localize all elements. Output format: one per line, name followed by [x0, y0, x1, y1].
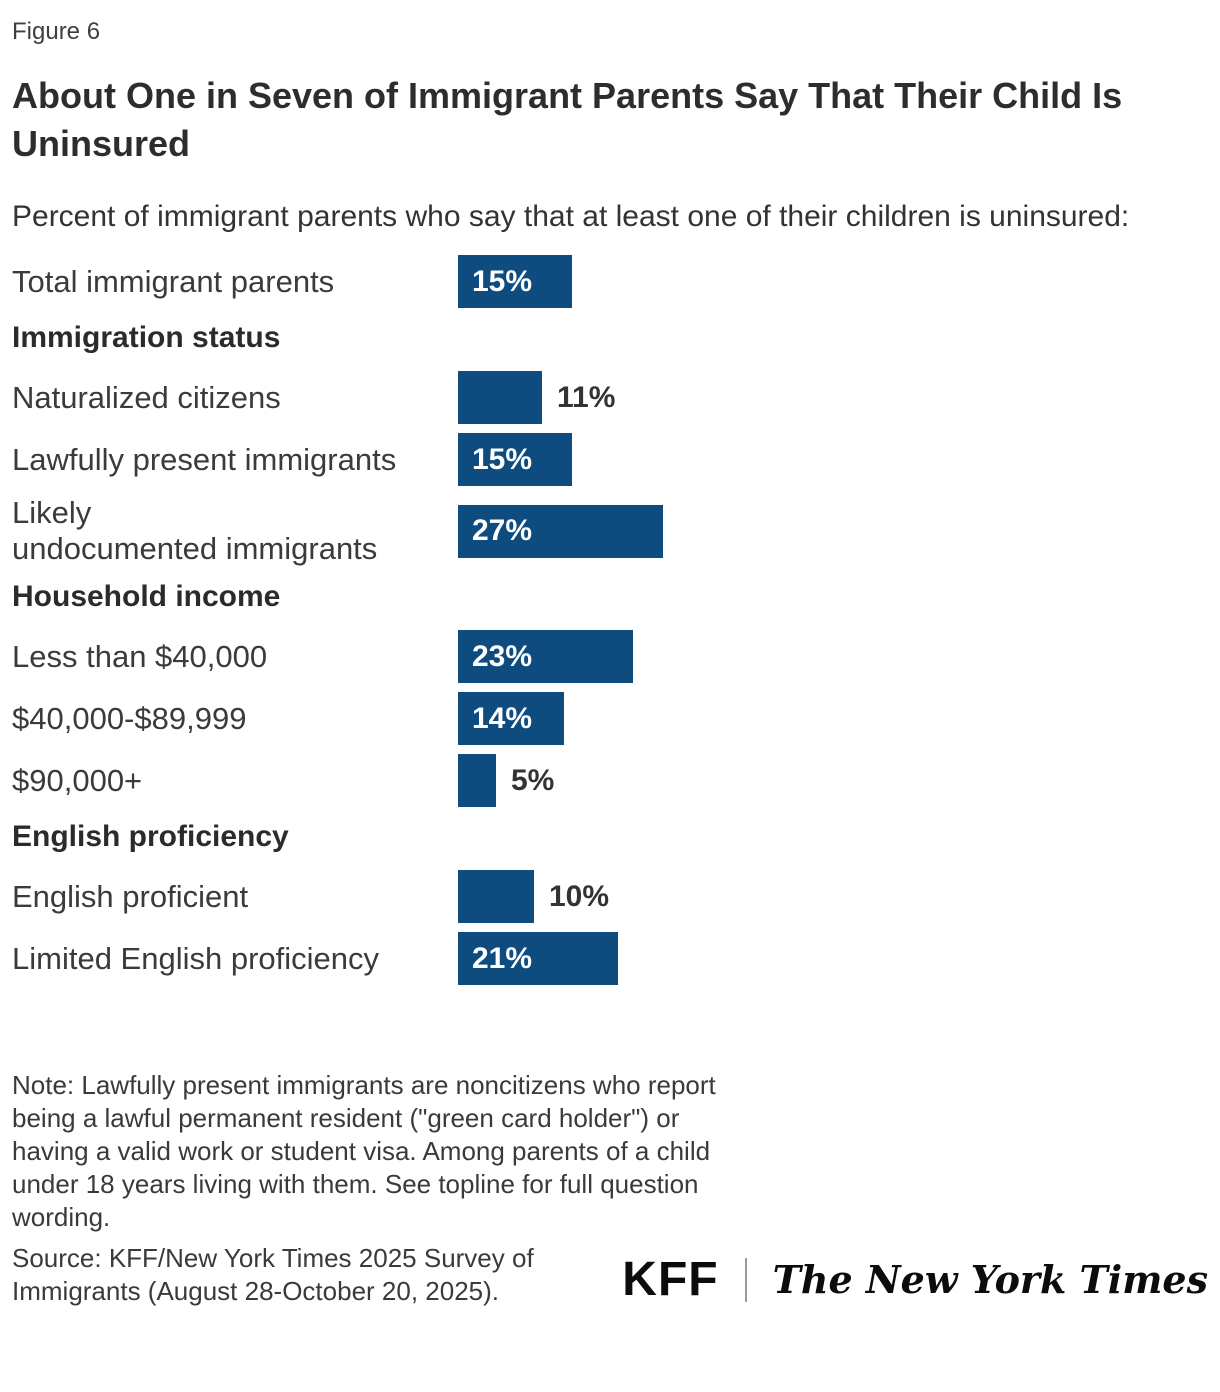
- bar-row-label: Likely undocumented immigrants: [12, 495, 378, 566]
- bar: 14%: [458, 692, 564, 745]
- bar-row-label: Limited English proficiency: [12, 940, 380, 976]
- bar-area: 21%: [458, 932, 618, 985]
- bar-row: Lawfully present immigrants 15%: [12, 433, 1208, 486]
- bar-area: 10%: [458, 870, 609, 923]
- bar-value-label: 21%: [472, 941, 533, 975]
- bar-row-label: Naturalized citizens: [12, 379, 281, 415]
- bar-row: Less than $40,000 23%: [12, 630, 1208, 683]
- bar-chart: Total immigrant parents 15% Immigration st…: [12, 255, 1208, 985]
- bar-row-label: $40,000-$89,999: [12, 700, 247, 736]
- logo-group: KFF The New York Times: [622, 1256, 1208, 1308]
- bar: 15%: [458, 255, 572, 308]
- bar-area: 5%: [458, 754, 554, 807]
- group-header: Immigration status: [12, 321, 281, 354]
- bar-value-label: 23%: [472, 639, 533, 673]
- bar-value-label: 14%: [472, 701, 533, 735]
- bar-area: 11%: [458, 371, 615, 424]
- bar-row: Limited English proficiency 21%: [12, 932, 1208, 985]
- bar-value-label: 15%: [472, 264, 533, 298]
- bar-row: $40,000-$89,999 14%: [12, 692, 1208, 745]
- bar: 21%: [458, 932, 618, 985]
- kff-logo: KFF: [622, 1253, 719, 1306]
- bar-area: 27%: [458, 504, 663, 558]
- bar-row: English proficient 10%: [12, 870, 1208, 923]
- bar-area: 15%: [458, 255, 572, 308]
- bar-row: Naturalized citizens 11%: [12, 371, 1208, 424]
- logo-divider: [744, 1258, 747, 1302]
- bar: [458, 371, 542, 424]
- bar: 27%: [458, 504, 663, 558]
- bar-value-label: 15%: [472, 442, 533, 476]
- group-header: Household income: [12, 580, 281, 613]
- group-header: English proficiency: [12, 820, 289, 853]
- chart-title: About One in Seven of Immigrant Parents …: [12, 75, 1123, 164]
- bar-value-label: 5%: [511, 763, 555, 797]
- chart-source: Source: KFF/New York Times 2025 Survey o…: [12, 1243, 534, 1306]
- bar-row: $90,000+ 5%: [12, 754, 1208, 807]
- bar-row-label: Total immigrant parents: [12, 263, 335, 299]
- bar-value-label: 11%: [557, 380, 616, 414]
- bar: 15%: [458, 433, 572, 486]
- bar-row-label: $90,000+: [12, 762, 143, 798]
- chart-note: Note: Lawfully present immigrants are no…: [12, 1070, 716, 1232]
- bar-row-label: English proficient: [12, 878, 249, 914]
- figure-label: Figure 6: [12, 18, 101, 45]
- bar-area: 23%: [458, 630, 633, 683]
- nyt-logo: The New York Times: [772, 1257, 1208, 1302]
- bar-value-label: 27%: [472, 514, 533, 547]
- bar-area: 15%: [458, 433, 572, 486]
- bar-row-label: Less than $40,000: [12, 638, 268, 674]
- bar: 23%: [458, 630, 633, 683]
- chart-subtitle: Percent of immigrant parents who say tha…: [12, 200, 1130, 233]
- bar-row: Total immigrant parents 15%: [12, 255, 1208, 308]
- bar-row: Likely undocumented immigrants 27%: [12, 495, 1208, 567]
- footer: Source: KFF/New York Times 2025 Survey o…: [12, 1242, 1208, 1308]
- bar-area: 14%: [458, 692, 564, 745]
- bar: [458, 870, 534, 923]
- bar: [458, 754, 496, 807]
- bar-value-label: 10%: [549, 879, 610, 913]
- bar-row-label: Lawfully present immigrants: [12, 441, 397, 477]
